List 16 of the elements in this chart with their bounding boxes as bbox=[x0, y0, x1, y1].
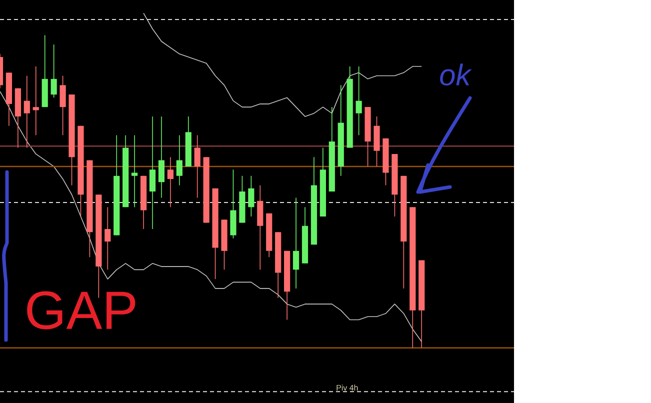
candlestick bbox=[194, 134, 200, 198]
candlestick bbox=[104, 206, 111, 270]
candlestick bbox=[356, 66, 362, 136]
candlestick bbox=[132, 134, 138, 208]
annotation: GAP bbox=[27, 291, 136, 330]
candlestick bbox=[149, 116, 156, 230]
candlestick bbox=[158, 116, 165, 198]
candlestick bbox=[50, 44, 57, 98]
candlestick bbox=[292, 197, 300, 289]
candlestick bbox=[32, 66, 39, 136]
candlestick bbox=[248, 175, 254, 217]
text: ok bbox=[440, 64, 472, 86]
candlestick bbox=[60, 75, 66, 136]
candlestick bbox=[176, 134, 182, 186]
candlestick bbox=[24, 75, 30, 148]
candlestick bbox=[167, 156, 174, 208]
